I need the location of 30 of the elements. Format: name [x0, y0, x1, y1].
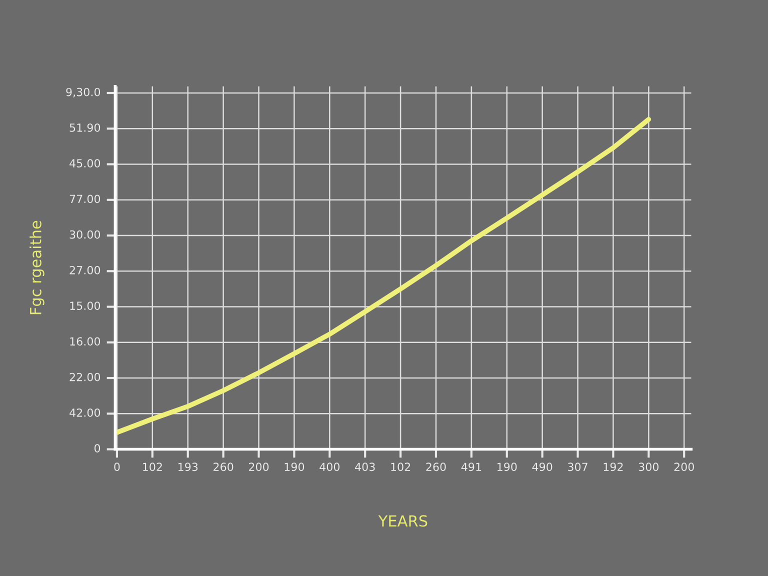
x-tick-label: 400 [320, 462, 340, 472]
x-tick-label: 490 [532, 462, 552, 472]
x-tick-label: 260 [214, 462, 234, 472]
x-tick-label: 260 [426, 462, 446, 472]
x-tick-label: 300 [638, 462, 659, 472]
text: 51.90 [70, 123, 100, 132]
text: 9,30.0 [66, 88, 100, 98]
x-tick-label: 200 [674, 462, 694, 472]
text: 22.00 [70, 372, 100, 382]
text: 0 [94, 444, 100, 453]
y-axis-title: Fgc rgeaithe [30, 220, 44, 314]
x-tick-label: 190 [284, 462, 304, 472]
x-tick-label: 491 [461, 462, 482, 472]
x-tick-label: 200 [248, 462, 269, 472]
text: 27.00 [70, 266, 100, 274]
x-tick-label: 102 [391, 462, 410, 472]
x-tick-label: 190 [497, 462, 517, 472]
x-tick-label: 307 [568, 462, 588, 472]
text: 30.00 [70, 230, 100, 239]
text: 45.00 [70, 159, 100, 168]
x-tick-label: 102 [143, 462, 162, 472]
x-axis-title: YEARS [378, 515, 428, 527]
x-tick-label: 193 [178, 462, 198, 472]
x-tick-label: 192 [604, 462, 623, 472]
text: 77.00 [70, 194, 100, 204]
text: 42.00 [70, 408, 100, 417]
text: 16.00 [70, 337, 100, 346]
text: 15.00 [70, 302, 100, 310]
x-tick-label: 403 [355, 462, 375, 472]
x-tick-label: 0 [114, 462, 120, 472]
